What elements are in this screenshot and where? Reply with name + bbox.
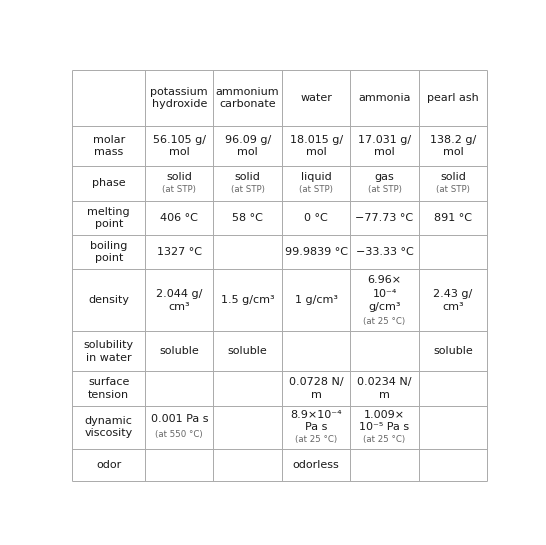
Text: (at STP): (at STP) xyxy=(436,185,470,194)
Text: 0.001 Pa s: 0.001 Pa s xyxy=(151,414,208,425)
Text: 6.96×: 6.96× xyxy=(367,275,402,284)
Text: soluble: soluble xyxy=(159,347,199,356)
Text: gas: gas xyxy=(375,172,394,182)
Text: 17.031 g/
mol: 17.031 g/ mol xyxy=(358,135,411,158)
Text: 406 °C: 406 °C xyxy=(161,213,198,223)
Text: (at 25 °C): (at 25 °C) xyxy=(364,317,406,325)
Text: 138.2 g/
mol: 138.2 g/ mol xyxy=(430,135,476,158)
Text: liquid: liquid xyxy=(301,172,331,182)
Text: 2.43 g/
cm³: 2.43 g/ cm³ xyxy=(434,289,473,312)
Text: g/cm³: g/cm³ xyxy=(369,302,401,312)
Text: 8.9×10⁻⁴: 8.9×10⁻⁴ xyxy=(290,410,342,420)
Text: 1.009×: 1.009× xyxy=(364,410,405,420)
Text: solid: solid xyxy=(235,172,260,182)
Text: 99.9839 °C: 99.9839 °C xyxy=(284,247,348,257)
Text: 1.5 g/cm³: 1.5 g/cm³ xyxy=(221,295,275,305)
Text: 58 °C: 58 °C xyxy=(232,213,263,223)
Text: ammonia: ammonia xyxy=(358,93,411,103)
Text: 0 °C: 0 °C xyxy=(304,213,328,223)
Text: density: density xyxy=(88,295,129,305)
Text: solid: solid xyxy=(167,172,192,182)
Text: phase: phase xyxy=(92,178,126,189)
Text: 891 °C: 891 °C xyxy=(434,213,472,223)
Text: soluble: soluble xyxy=(433,347,473,356)
Text: 0.0728 N/
m: 0.0728 N/ m xyxy=(289,377,343,399)
Text: water: water xyxy=(300,93,332,103)
Text: 18.015 g/
mol: 18.015 g/ mol xyxy=(289,135,343,158)
Text: solid: solid xyxy=(440,172,466,182)
Text: potassium
hydroxide: potassium hydroxide xyxy=(151,87,208,109)
Text: odor: odor xyxy=(96,459,121,470)
Text: −77.73 °C: −77.73 °C xyxy=(355,213,414,223)
Text: −33.33 °C: −33.33 °C xyxy=(355,247,413,257)
Text: melting
point: melting point xyxy=(87,207,130,229)
Text: 10⁻⁴: 10⁻⁴ xyxy=(372,288,397,299)
Text: solubility
in water: solubility in water xyxy=(84,340,134,362)
Text: boiling
point: boiling point xyxy=(90,241,127,263)
Text: 1 g/cm³: 1 g/cm³ xyxy=(295,295,337,305)
Text: 56.105 g/
mol: 56.105 g/ mol xyxy=(153,135,206,158)
Text: 1327 °C: 1327 °C xyxy=(157,247,202,257)
Text: (at 25 °C): (at 25 °C) xyxy=(295,435,337,444)
Text: ammonium
carbonate: ammonium carbonate xyxy=(216,87,280,109)
Text: surface
tension: surface tension xyxy=(88,377,129,399)
Text: (at STP): (at STP) xyxy=(367,185,401,194)
Text: Pa s: Pa s xyxy=(305,422,327,432)
Text: odorless: odorless xyxy=(293,459,340,470)
Text: (at STP): (at STP) xyxy=(231,185,265,194)
Text: soluble: soluble xyxy=(228,347,268,356)
Text: (at 25 °C): (at 25 °C) xyxy=(364,435,406,444)
Text: 96.09 g/
mol: 96.09 g/ mol xyxy=(224,135,271,158)
Text: dynamic
viscosity: dynamic viscosity xyxy=(85,416,133,438)
Text: 0.0234 N/
m: 0.0234 N/ m xyxy=(357,377,412,399)
Text: 10⁻⁵ Pa s: 10⁻⁵ Pa s xyxy=(359,422,410,432)
Text: (at STP): (at STP) xyxy=(162,185,196,194)
Text: (at 550 °C): (at 550 °C) xyxy=(156,431,203,439)
Text: pearl ash: pearl ash xyxy=(427,93,479,103)
Text: (at STP): (at STP) xyxy=(299,185,333,194)
Text: 2.044 g/
cm³: 2.044 g/ cm³ xyxy=(156,289,203,312)
Text: molar
mass: molar mass xyxy=(93,135,125,158)
